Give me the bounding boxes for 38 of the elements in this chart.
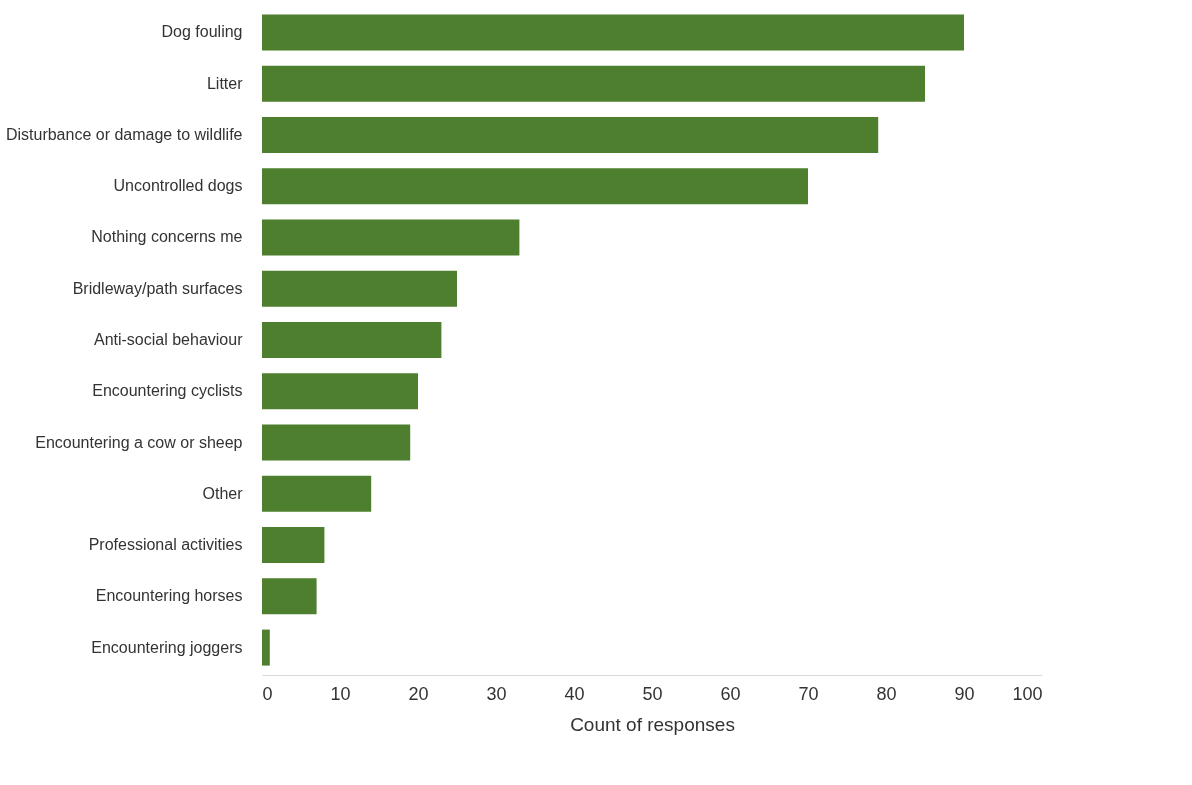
y-tick-label: Uncontrolled dogs: [113, 177, 243, 195]
x-tick-label: 70: [798, 683, 819, 704]
x-axis-title: Count of responses: [570, 713, 735, 735]
x-tick-label: 60: [720, 683, 741, 704]
bar: [262, 629, 270, 666]
y-tick-label: Dog fouling: [161, 23, 243, 41]
x-tick-label: 40: [564, 683, 585, 704]
bar: [262, 116, 879, 153]
y-tick-label: Other: [202, 484, 244, 502]
bar: [262, 475, 372, 512]
bar: [262, 527, 325, 564]
y-tick-label: Encountering horses: [95, 587, 243, 605]
bar: [262, 322, 442, 358]
y-tick-label: Encountering cyclists: [92, 382, 243, 400]
x-tick-label: 80: [876, 683, 897, 704]
y-tick-label: Professional activities: [88, 536, 243, 554]
bar: [262, 168, 808, 205]
y-tick-label: Encountering joggers: [91, 638, 243, 656]
x-tick-label: 30: [486, 683, 507, 704]
bar: [262, 65, 925, 102]
y-tick-label: Encountering a cow or sheep: [35, 433, 243, 451]
x-tick-label: 100: [1012, 683, 1043, 704]
bar: [262, 219, 520, 256]
x-tick-label: 0: [262, 683, 273, 704]
bar: [262, 373, 418, 410]
y-tick-label: Disturbance or damage to wildlife: [5, 125, 243, 143]
bar: [262, 578, 317, 615]
bar: [262, 14, 964, 51]
x-tick-label: 90: [954, 683, 975, 704]
y-tick-label: Nothing concerns me: [91, 228, 243, 246]
y-tick-label: Anti-social behaviour: [93, 331, 244, 348]
y-tick-label: Bridleway/path surfaces: [72, 279, 243, 297]
bar: [262, 270, 457, 307]
x-tick-label: 20: [408, 683, 429, 704]
y-tick-label: Litter: [206, 74, 244, 92]
bar: [262, 424, 411, 461]
x-tick-label: 50: [642, 683, 663, 704]
x-tick-label: 10: [330, 683, 351, 704]
